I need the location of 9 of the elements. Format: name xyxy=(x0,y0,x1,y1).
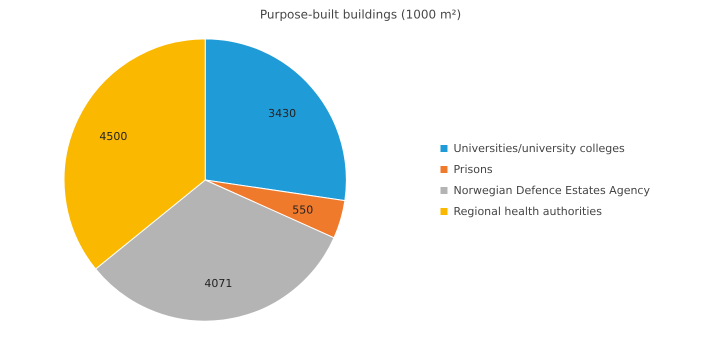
legend-label: Regional health authorities xyxy=(453,204,602,218)
legend-label: Universities/university colleges xyxy=(453,142,625,154)
legend-label: Prisons xyxy=(453,162,493,176)
data-label: 4071 xyxy=(204,276,232,290)
data-label: 550 xyxy=(292,203,314,216)
data-label: 3430 xyxy=(268,106,296,120)
chart-title: Purpose-built buildings (1000 m²) xyxy=(260,8,462,22)
data-label: 4500 xyxy=(99,130,128,144)
legend-label: Norwegian Defence Estates Agency xyxy=(453,184,650,196)
